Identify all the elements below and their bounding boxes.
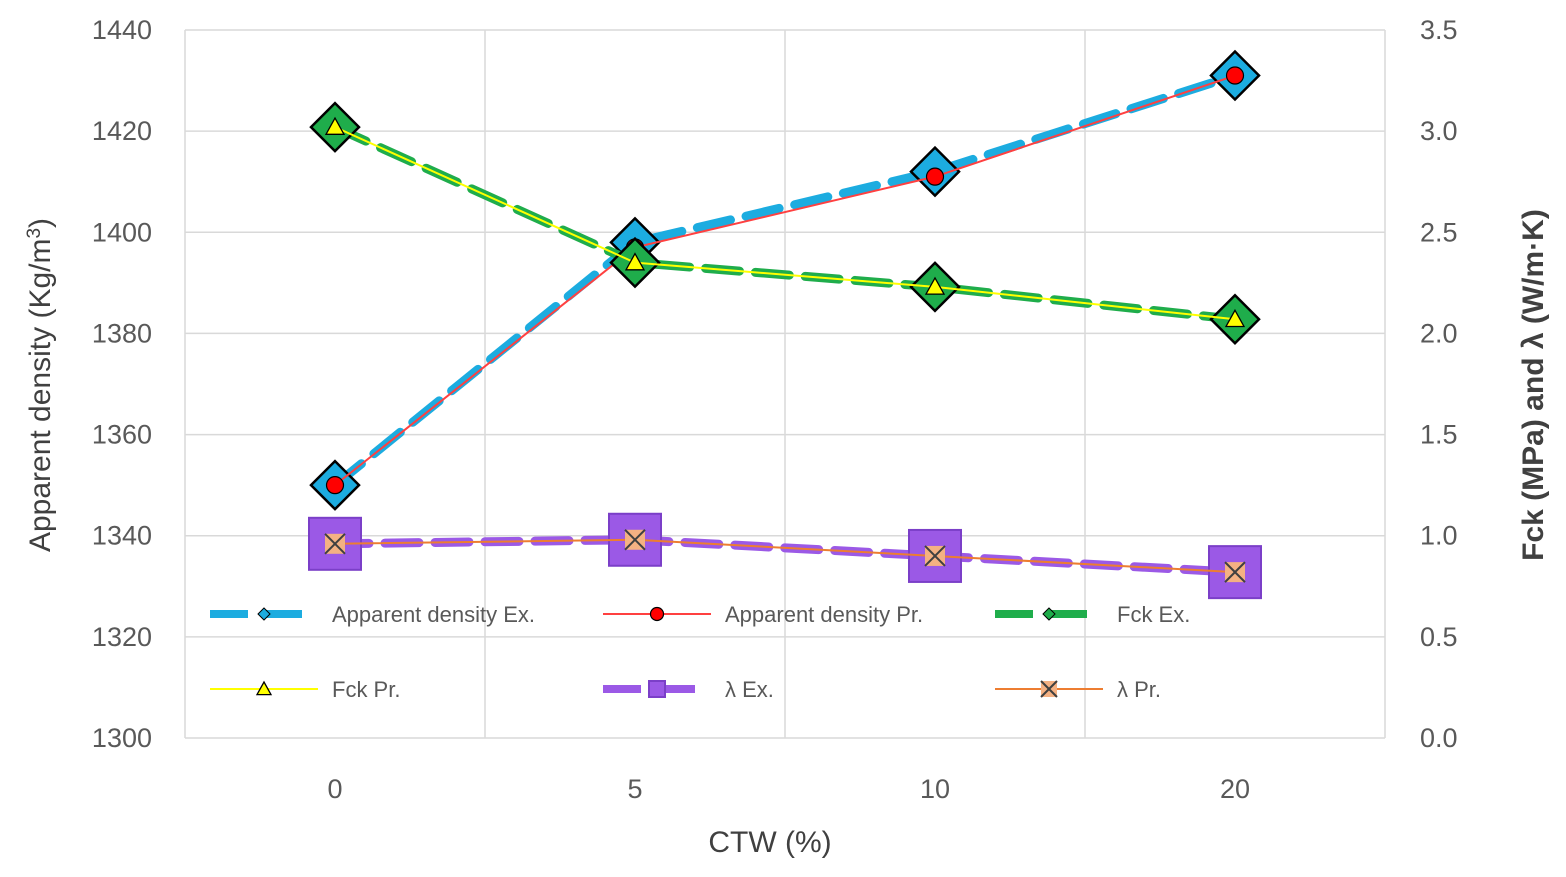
data-point-circle — [325, 476, 345, 495]
y-right-tick-label: 2.0 — [1420, 318, 1458, 348]
y-left-axis-title-end: ) — [24, 218, 57, 228]
y-right-tick-label: 0.5 — [1420, 622, 1458, 652]
legend-label: Apparent density Pr. — [725, 602, 923, 627]
y-left-tick-label: 1340 — [92, 521, 152, 551]
legend-entry: λ Pr. — [995, 677, 1161, 702]
legend-entry: Fck Ex. — [995, 602, 1190, 627]
legend-entry: Apparent density Pr. — [603, 602, 923, 627]
series-line — [330, 71, 1240, 490]
y-right-tick-label: 3.5 — [1420, 15, 1458, 45]
series-layer — [308, 49, 1262, 600]
legend-entry: Apparent density Ex. — [210, 602, 535, 627]
legend-label: λ Pr. — [1117, 677, 1161, 702]
y-left-axis-title-sup: 3 — [24, 228, 45, 239]
y-right-axis-title: Fck (MPa) and λ (W/m·K) — [1517, 209, 1550, 561]
legend-label: Fck Pr. — [332, 677, 400, 702]
y-left-tick-label: 1400 — [92, 217, 152, 247]
x-tick-label: 0 — [327, 774, 342, 804]
x-tick-label: 10 — [920, 774, 950, 804]
legend-entry: λ Ex. — [603, 677, 774, 702]
y-left-tick-label: 1380 — [92, 318, 152, 348]
legend-layer: Apparent density Ex. Apparent density Pr.… — [210, 602, 1190, 702]
data-point-x-stroke — [324, 533, 346, 555]
y-left-tick-label: 1360 — [92, 420, 152, 450]
y-left-tick-label: 1440 — [92, 15, 152, 45]
legend-label: Fck Ex. — [1117, 602, 1190, 627]
data-point-circle — [649, 606, 665, 622]
y-left-tick-label: 1420 — [92, 116, 152, 146]
data-point-triangle — [255, 680, 273, 696]
y-right-tick-label: 2.5 — [1420, 217, 1458, 247]
series-λ-pr — [324, 529, 1246, 583]
data-point-x-stroke — [1224, 561, 1246, 583]
series-line — [334, 538, 1236, 574]
x-axis-title: CTW (%) — [708, 826, 831, 859]
data-point-x-stroke — [1040, 680, 1058, 698]
series-line — [334, 126, 1236, 321]
legend-label: λ Ex. — [725, 677, 774, 702]
y-left-tick-label: 1320 — [92, 622, 152, 652]
series-line — [334, 74, 1236, 487]
axis-layer: 1300 1320 1340 1360 1380 1400 1420 1440 0.0 0.5 1.… — [92, 15, 1458, 804]
data-point-circle — [1225, 66, 1245, 85]
data-point-square — [648, 680, 666, 698]
data-point-triangle — [624, 252, 646, 271]
data-point-triangle — [924, 276, 946, 295]
y-right-tick-label: 3.0 — [1420, 116, 1458, 146]
data-point-triangle — [1224, 308, 1246, 328]
data-point-diamond — [257, 607, 271, 621]
series-fck-pr — [324, 116, 1246, 328]
legend-label: Apparent density Ex. — [332, 602, 535, 627]
data-point-diamond — [1042, 607, 1056, 621]
y-left-axis-title: Apparent density (Kg/m3) — [24, 218, 58, 552]
y-right-tick-label: 1.0 — [1420, 521, 1458, 551]
x-tick-label: 20 — [1220, 774, 1250, 804]
data-point-triangle — [324, 116, 346, 135]
grid-layer — [184, 29, 1386, 739]
x-tick-label: 5 — [627, 774, 642, 804]
data-point-circle — [925, 167, 945, 186]
data-point-x-stroke — [624, 529, 646, 551]
y-left-axis-title-main: Apparent density (Kg/m — [24, 239, 57, 553]
y-right-tick-label: 1.5 — [1420, 420, 1458, 450]
y-right-tick-label: 0.0 — [1420, 723, 1458, 753]
legend-entry: Fck Pr. — [210, 677, 400, 702]
data-point-x-stroke — [924, 545, 946, 567]
y-left-tick-label: 1300 — [92, 723, 152, 753]
